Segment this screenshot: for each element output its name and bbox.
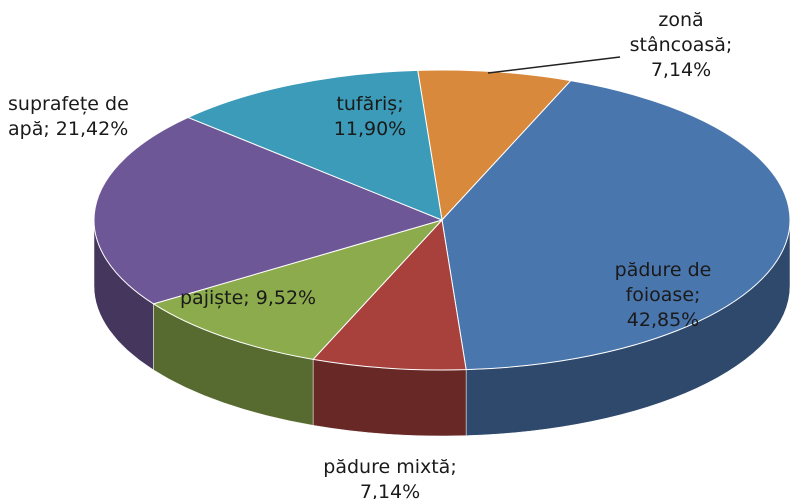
category-label: pădure mixtă; [323,456,457,478]
category-label: zonă stâncoasă; [629,9,733,56]
slice [312,218,467,371]
slice-label: suprafețe de apă; 21,42% [8,92,173,142]
slice [152,219,444,360]
slice-label: pajiște; 9,52% [180,286,380,311]
value-label: 7,14% [359,481,421,499]
value-label: 7,14% [650,59,712,81]
slice [441,80,791,371]
value-label: 21,42% [55,118,129,140]
slice [186,69,443,221]
category-label: tufăriș; [336,93,404,115]
category-label: pădure de foioase; [614,259,712,306]
category-label: pajiște; [180,287,250,309]
category-label: suprafețe de apă; [8,93,129,140]
slice [93,116,444,305]
slice-label: pădure mixtă; 7,14% [290,455,490,499]
slice-label: zonă stâncoasă; 7,14% [606,8,756,83]
value-label: 9,52% [255,287,317,309]
value-label: 42,85% [626,309,700,331]
leader-line [487,56,621,74]
slice-side [312,359,467,437]
value-label: 11,90% [333,118,407,140]
slice-label: tufăriș; 11,90% [310,92,430,142]
slice-label: pădure de foioase; 42,85% [578,258,748,333]
